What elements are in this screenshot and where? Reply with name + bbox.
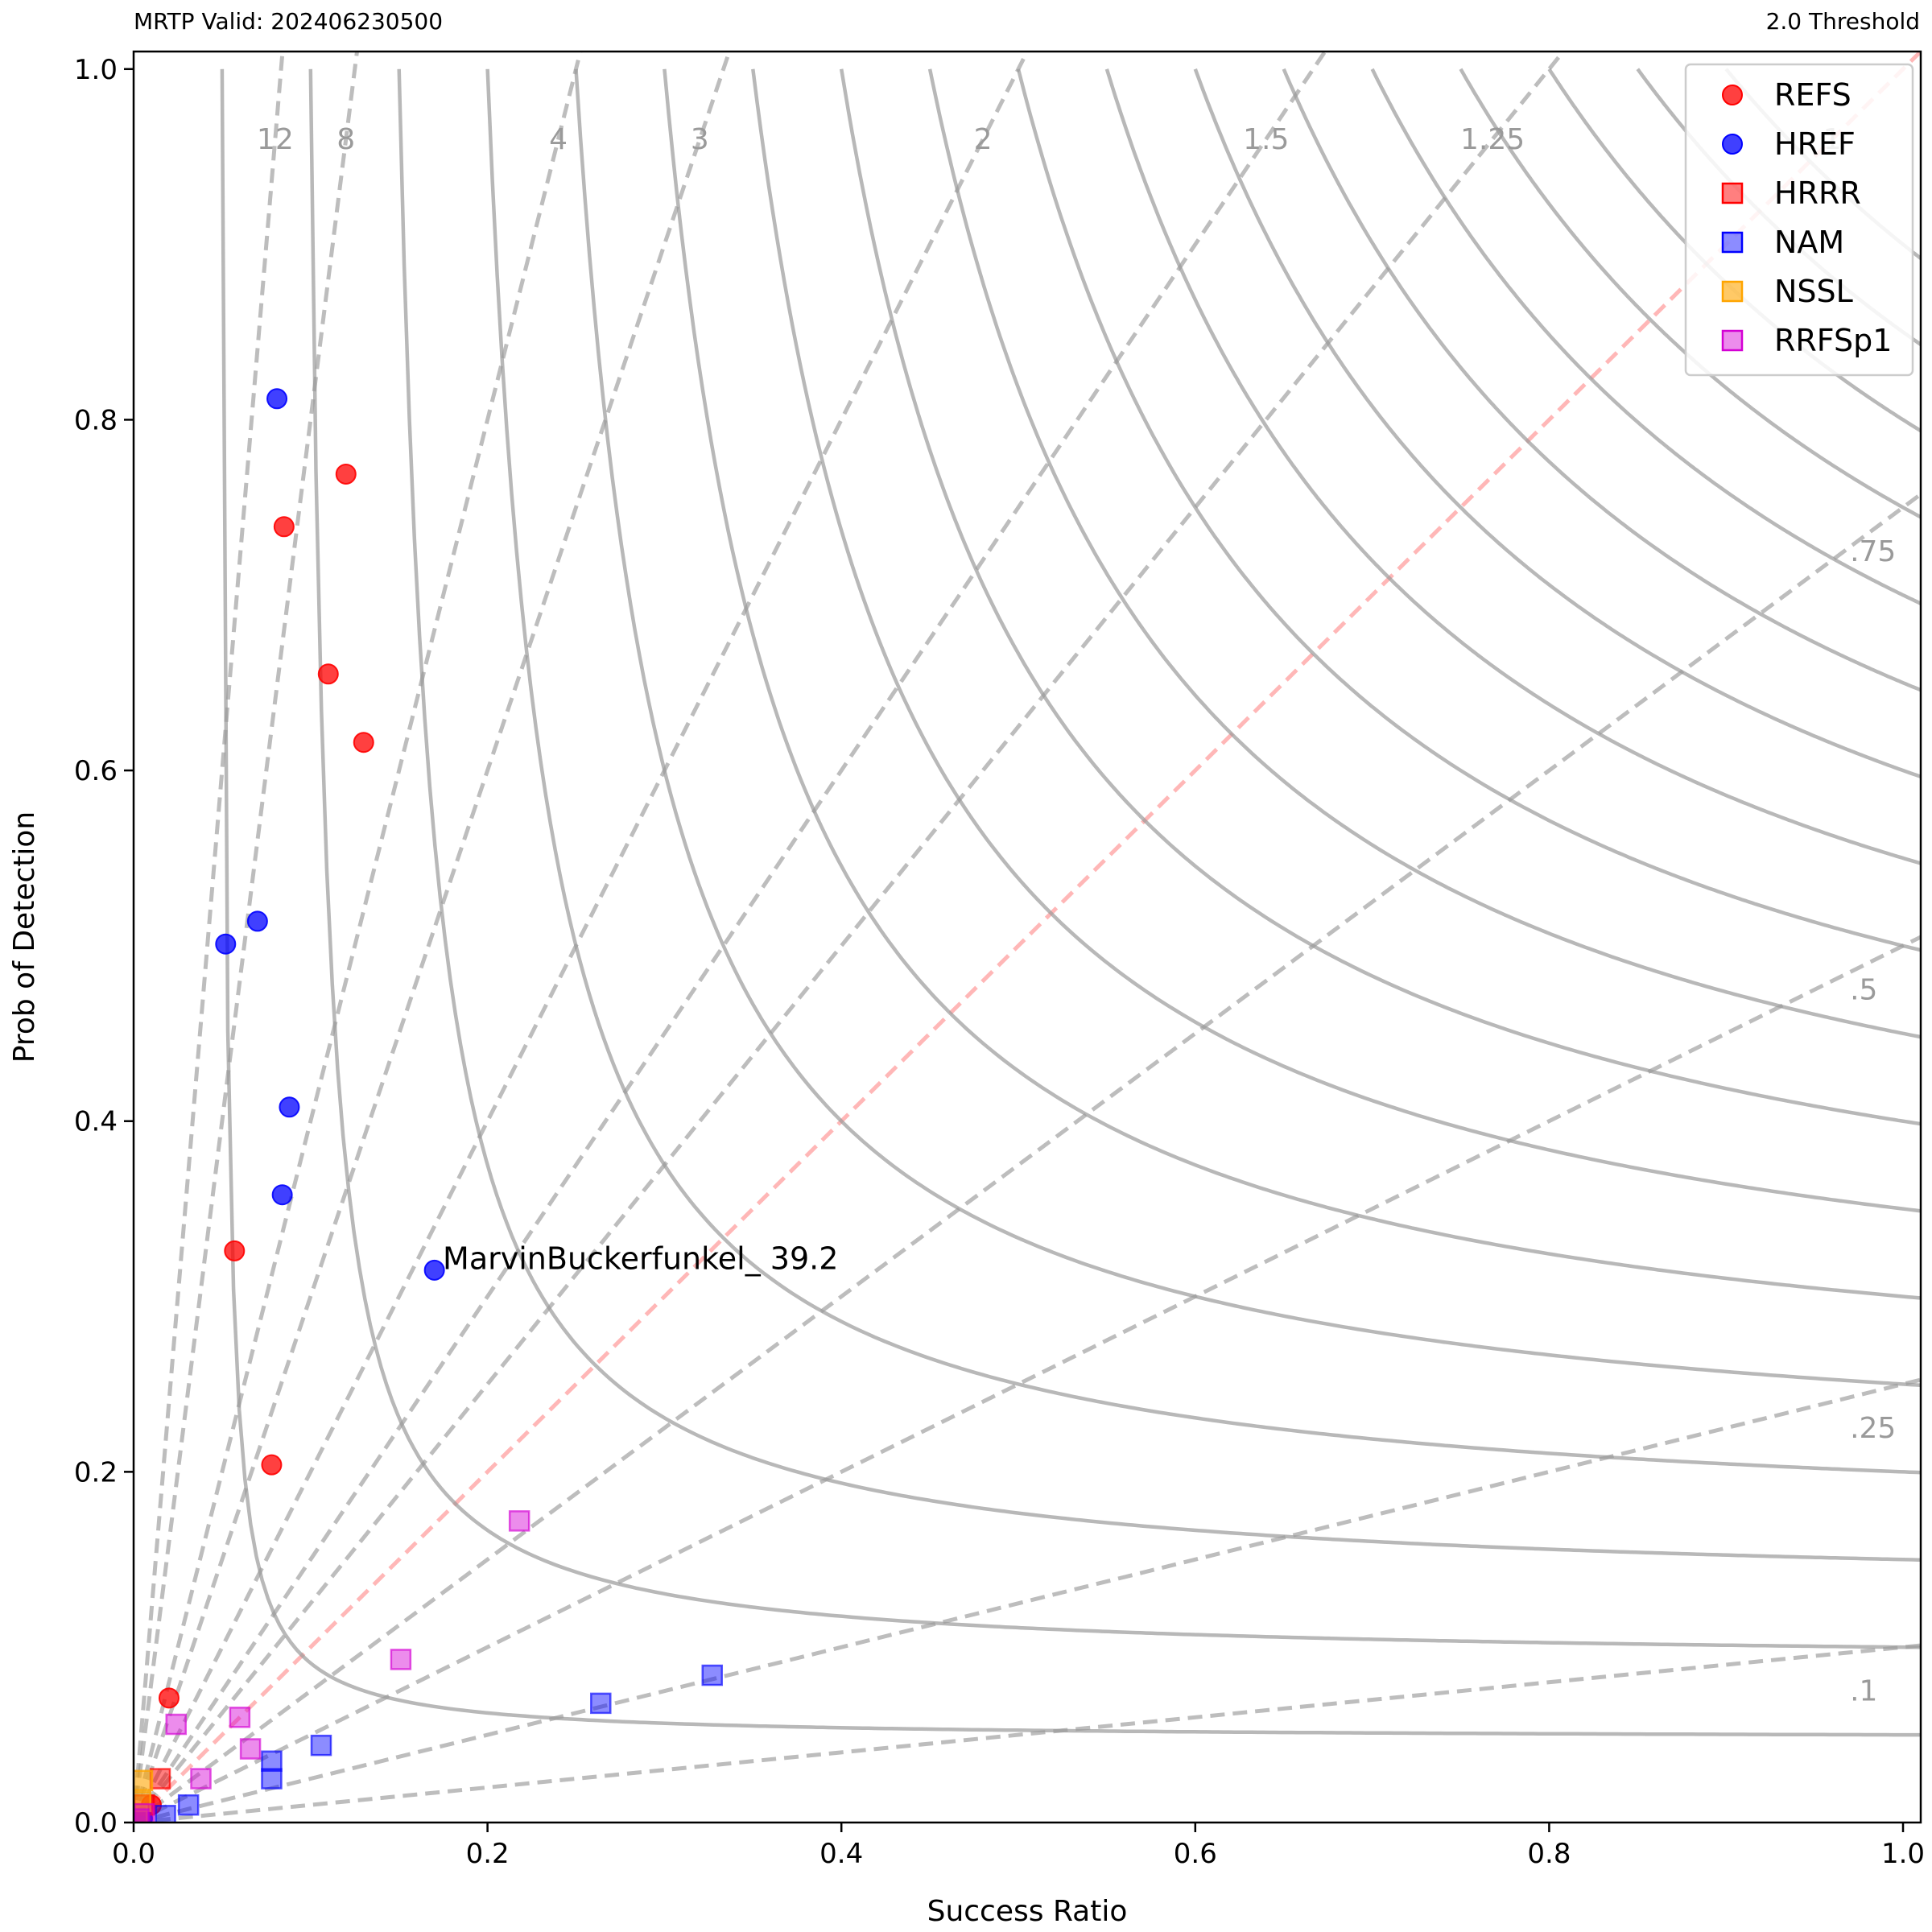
y-axis-label: Prob of Detection <box>8 811 41 1063</box>
legend-label-href: HREF <box>1774 126 1856 162</box>
legend-marker-nam <box>1721 231 1744 254</box>
point-href <box>279 1096 300 1118</box>
y-tick-label: 0.2 <box>74 1456 118 1488</box>
annotations: MarvinBuckerfunkel_ 39.2 <box>443 1241 838 1277</box>
csi-contour-0-15 <box>397 68 1921 1563</box>
point-hrrr <box>149 1768 171 1790</box>
point-nam <box>177 1794 200 1816</box>
point-refs <box>273 516 295 538</box>
point-href <box>215 933 237 955</box>
y-tick-label: 0.6 <box>74 755 118 787</box>
x-axis-label: Success Ratio <box>927 1895 1128 1928</box>
bias-label-12: 12 <box>257 123 294 156</box>
point-rrfsp1 <box>239 1738 262 1760</box>
legend-label-rrfsp1: RRFSp1 <box>1774 323 1892 358</box>
bias-label-8: 8 <box>336 123 355 156</box>
bias-label-4: 4 <box>549 123 568 156</box>
point-nam <box>310 1734 332 1757</box>
point-rrfsp1 <box>508 1510 530 1532</box>
legend-label-nssl: NSSL <box>1774 274 1853 309</box>
bias-label-1-25: 1.25 <box>1460 123 1525 156</box>
csi-label: .5 <box>1850 973 1877 1006</box>
csi-contour-0-3 <box>663 68 1921 1300</box>
bias-line-0-1 <box>134 1643 1921 1823</box>
legend-marker-nssl <box>1721 280 1744 303</box>
point-refs <box>353 732 374 753</box>
bias-line-0-25 <box>134 1377 1921 1823</box>
csi-contour-0-65 <box>1282 68 1921 692</box>
point-href <box>423 1259 445 1281</box>
csi-label: .1 <box>1850 1675 1877 1708</box>
point-nam <box>155 1805 176 1823</box>
bias-line-1-5 <box>134 52 1328 1823</box>
csi-contour-0-2 <box>485 68 1921 1475</box>
bias-line-0-75 <box>134 491 1921 1823</box>
csi-contour-0-4 <box>839 68 1921 1126</box>
csi-labels: .1 .25 .5 .75 <box>1850 535 1896 1708</box>
x-tick-label: 1.0 <box>1881 1838 1925 1870</box>
x-tick-label: 0.0 <box>112 1838 155 1870</box>
bias-line-0-5 <box>134 935 1921 1823</box>
header-right: 2.0 Threshold <box>1766 8 1920 35</box>
point-annotation: MarvinBuckerfunkel_ 39.2 <box>443 1241 838 1277</box>
csi-contours <box>220 68 1921 1737</box>
legend: REFS HREF HRRR NAM NSSL RRFSp1 <box>1684 63 1914 377</box>
legend-marker-href <box>1722 134 1743 155</box>
point-rrfsp1 <box>165 1713 188 1736</box>
point-nam <box>261 1750 283 1773</box>
data-points <box>134 388 724 1823</box>
csi-label: .75 <box>1850 535 1896 568</box>
csi-contour-0-45 <box>927 68 1921 1039</box>
legend-marker-hrrr <box>1721 182 1744 204</box>
csi-contour-0-6 <box>1193 68 1921 779</box>
point-rrfsp1 <box>390 1649 412 1670</box>
point-refs <box>224 1240 246 1261</box>
bias-label-3: 3 <box>691 123 709 156</box>
point-rrfsp1 <box>190 1768 212 1790</box>
y-tick-label: 0.0 <box>74 1807 118 1839</box>
point-refs <box>335 463 357 485</box>
point-href <box>271 1184 293 1206</box>
x-axis-ticks: 0.0 0.2 0.4 0.6 0.8 1.0 <box>112 1823 1925 1870</box>
csi-contour-0-25 <box>574 68 1921 1388</box>
y-tick-label: 0.8 <box>74 404 118 436</box>
legend-label-nam: NAM <box>1774 225 1844 260</box>
point-nam <box>701 1664 724 1686</box>
y-tick-label: 1.0 <box>74 54 118 86</box>
point-rrfsp1 <box>229 1707 251 1728</box>
csi-contour-0-55 <box>1104 68 1921 865</box>
legend-marker-rrfsp1 <box>1721 329 1744 352</box>
header-left: MRTP Valid: 202406230500 <box>134 8 443 35</box>
csi-label: .25 <box>1850 1412 1896 1445</box>
legend-label-hrrr: HRRR <box>1774 175 1861 211</box>
bias-label-1-5: 1.5 <box>1243 123 1289 156</box>
x-tick-label: 0.4 <box>819 1838 863 1870</box>
y-axis-ticks: 0.0 0.2 0.4 0.6 0.8 1.0 <box>74 54 134 1839</box>
csi-contour-0-05 <box>220 68 1921 1737</box>
point-href <box>246 910 268 932</box>
point-href <box>266 388 288 410</box>
x-tick-label: 0.2 <box>466 1838 510 1870</box>
legend-marker-refs <box>1722 85 1743 105</box>
y-tick-label: 0.4 <box>74 1106 118 1138</box>
csi-contour-0-5 <box>1016 68 1921 952</box>
point-refs <box>158 1687 180 1709</box>
point-nssl <box>134 1769 154 1791</box>
point-nam <box>590 1692 612 1715</box>
point-refs <box>261 1454 283 1476</box>
point-refs <box>317 663 339 685</box>
point-rrfsp1 <box>134 1808 150 1823</box>
legend-label-refs: REFS <box>1774 77 1852 113</box>
x-tick-label: 0.6 <box>1174 1838 1217 1870</box>
x-tick-label: 0.8 <box>1527 1838 1571 1870</box>
bias-line-3 <box>134 52 732 1823</box>
bias-label-2: 2 <box>974 123 993 156</box>
point-nam <box>261 1768 283 1790</box>
csi-contour-0-1 <box>308 68 1921 1649</box>
plot-frame <box>132 50 1922 1824</box>
csi-contour-0-35 <box>751 68 1921 1213</box>
csi-contour-0-7 <box>1370 68 1921 606</box>
